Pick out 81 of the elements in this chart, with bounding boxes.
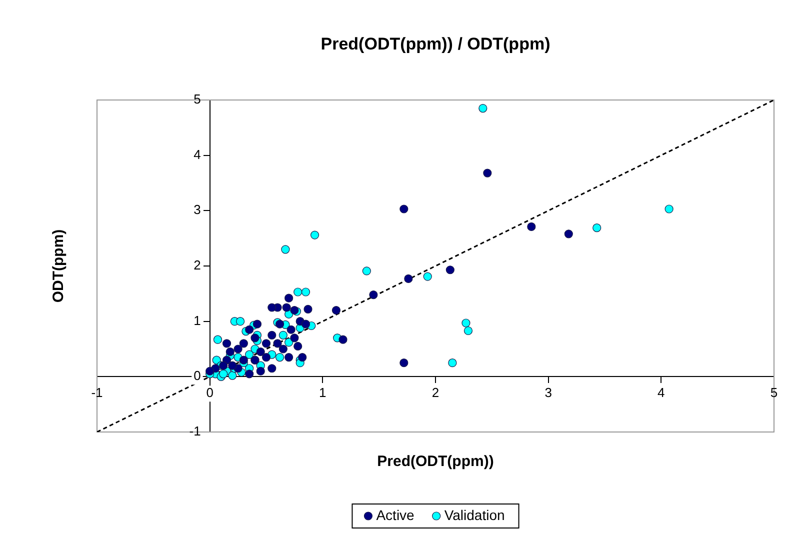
point: [245, 350, 254, 359]
point: [478, 104, 488, 113]
point: [483, 168, 492, 178]
x-tick-label: 2: [432, 385, 440, 400]
point: [284, 294, 294, 302]
point: [256, 347, 265, 356]
point: [245, 370, 254, 378]
point: [564, 230, 573, 238]
x-tick-label: 4: [658, 385, 665, 400]
point: [256, 366, 265, 376]
chart-title: Pred(ODT(ppm)) / ODT(ppm): [320, 34, 550, 54]
y-axis-title: ODT(ppm): [50, 229, 68, 303]
point: [228, 361, 237, 370]
point: [234, 344, 242, 354]
x-tick-label: 1: [319, 385, 326, 400]
point: [446, 266, 454, 274]
x-tick-label: 5: [770, 385, 778, 400]
point: [245, 325, 254, 334]
point: [286, 325, 296, 334]
legend-label: Active: [376, 506, 415, 523]
y-tick-label: 2: [194, 258, 201, 273]
point: [239, 356, 248, 364]
point: [294, 342, 302, 351]
point: [252, 320, 262, 328]
point: [262, 353, 271, 362]
point: [206, 366, 214, 376]
point: [592, 224, 602, 232]
point: [338, 335, 348, 344]
point: [236, 317, 245, 326]
legend-label: Validation: [444, 506, 505, 523]
point: [290, 334, 299, 342]
point: [462, 318, 470, 328]
point: [301, 320, 310, 328]
y-tick-label: 1: [194, 312, 201, 328]
point: [400, 204, 408, 214]
point: [278, 344, 288, 354]
point: [275, 320, 284, 328]
point: [290, 306, 299, 315]
y-tick-label: 0: [194, 368, 201, 384]
point: [268, 303, 276, 312]
y-tick-label: 5: [194, 92, 201, 107]
point: [448, 358, 457, 368]
y-tick-label: 4: [194, 146, 201, 162]
point: [268, 364, 276, 373]
point: [228, 371, 237, 380]
point: [304, 304, 312, 314]
y-tick-label: -1: [189, 424, 201, 439]
point: [275, 353, 284, 362]
point: [294, 288, 302, 296]
point: [273, 339, 282, 348]
x-tick-label: 0: [206, 385, 214, 400]
y-tick-label: 3: [194, 202, 201, 218]
point: [262, 339, 271, 348]
point: [278, 330, 288, 340]
point: [250, 334, 260, 342]
point: [369, 290, 378, 300]
point: [213, 335, 222, 344]
point: [239, 339, 248, 348]
point: [281, 245, 290, 254]
point: [212, 356, 221, 364]
point: [219, 370, 228, 378]
point: [268, 330, 276, 340]
x-axis-title: Pred(ODT(ppm)): [377, 453, 494, 470]
x-tick-label: 3: [544, 385, 552, 400]
point: [664, 204, 674, 214]
point: [219, 361, 228, 370]
x-tick-label: -1: [91, 385, 103, 400]
point: [423, 272, 432, 281]
point: [527, 222, 536, 232]
point: [284, 338, 294, 347]
point: [332, 306, 341, 315]
point: [282, 303, 291, 312]
point: [310, 230, 320, 240]
point: [301, 288, 310, 296]
point: [400, 358, 408, 368]
point: [226, 347, 234, 356]
point: [284, 353, 294, 362]
point: [362, 266, 371, 276]
point: [404, 274, 413, 284]
point: [222, 339, 232, 348]
point: [464, 326, 473, 336]
